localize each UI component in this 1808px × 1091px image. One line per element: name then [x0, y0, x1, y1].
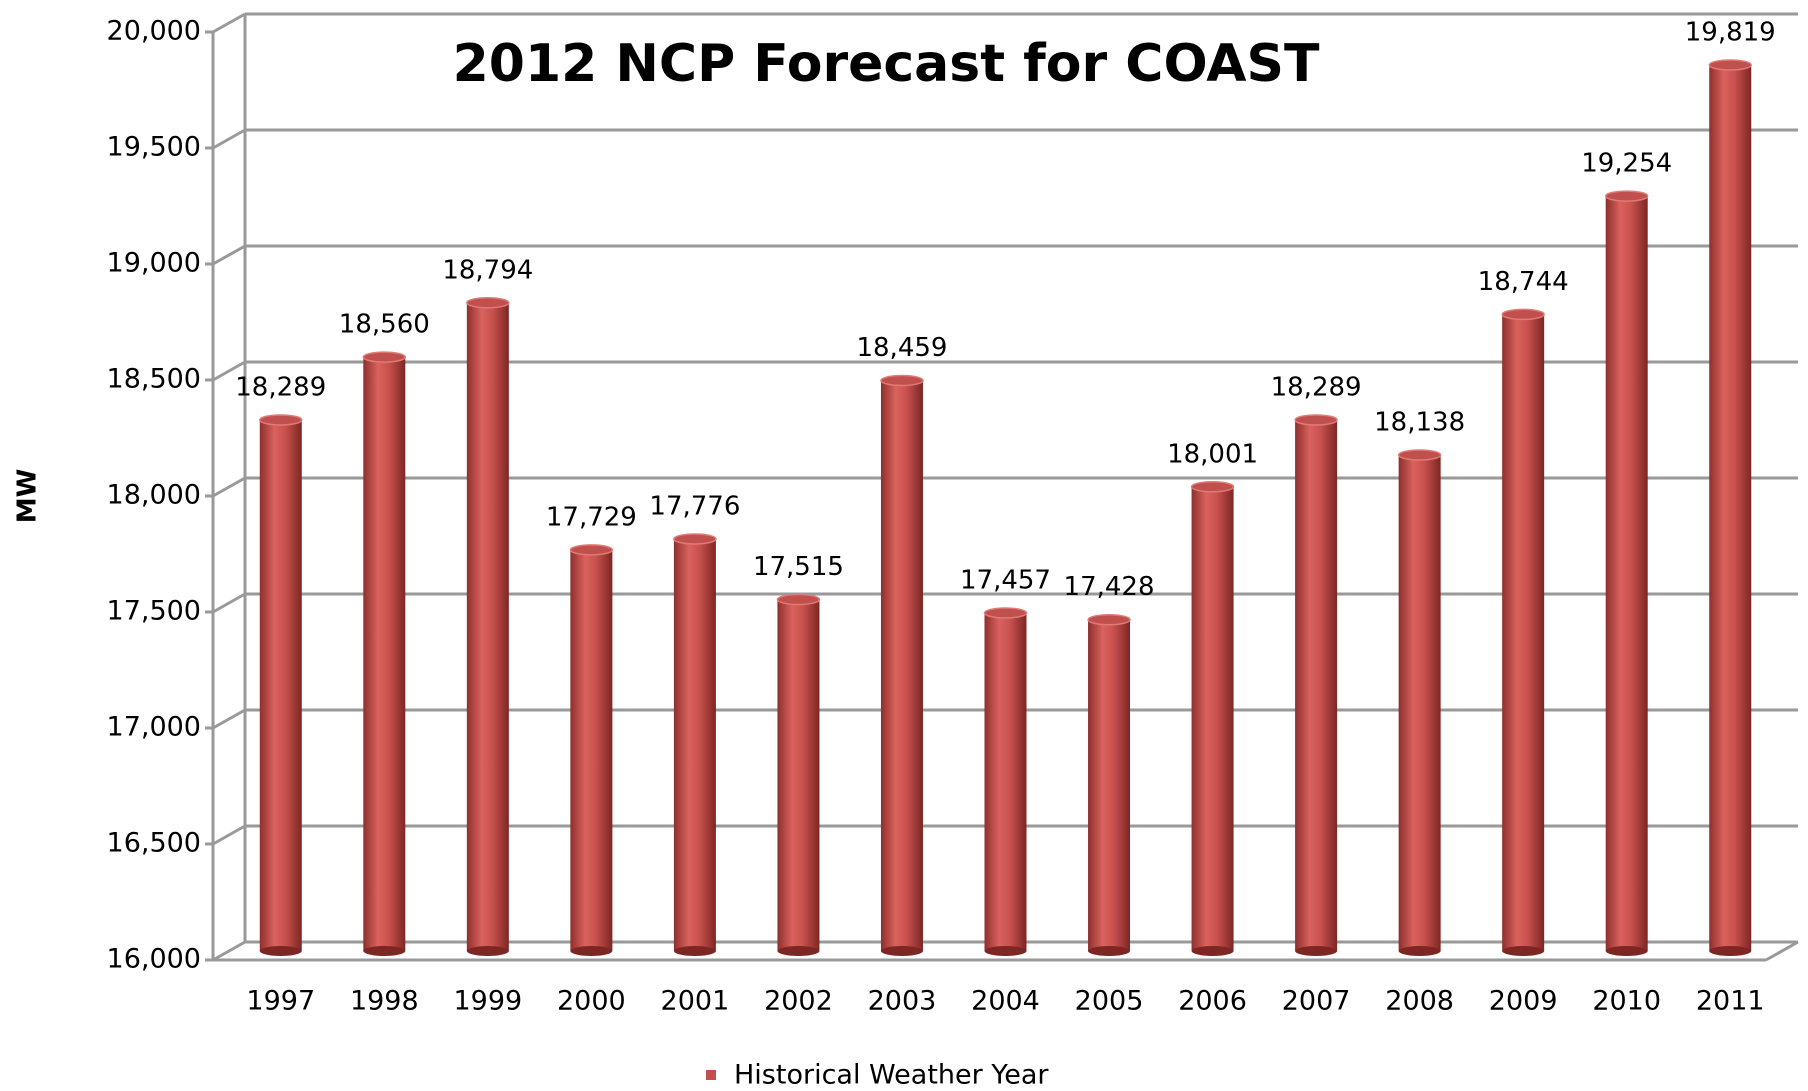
bar — [466, 302, 509, 951]
x-tick-label: 2011 — [1696, 986, 1765, 1017]
bar-top — [1397, 449, 1442, 461]
y-tick-label: 19,000 — [107, 248, 201, 279]
bar — [259, 419, 302, 951]
grid-line-diagonal — [212, 708, 246, 730]
bar-top — [569, 544, 614, 556]
bar — [1191, 486, 1234, 951]
bar-top — [1087, 613, 1131, 626]
value-label: 18,744 — [1478, 267, 1569, 297]
bar-base — [1605, 946, 1648, 956]
bar — [1088, 619, 1131, 951]
bar-base — [777, 946, 820, 956]
x-tick-label: 1999 — [453, 986, 522, 1017]
bar-top — [1294, 414, 1338, 426]
value-label: 17,457 — [960, 565, 1051, 595]
value-label: 19,254 — [1581, 149, 1672, 179]
bar — [1502, 314, 1545, 952]
y-tick-label: 17,500 — [107, 596, 201, 627]
bar — [1398, 454, 1441, 951]
grid-line-diagonal — [212, 360, 246, 382]
y-tick-label: 16,500 — [107, 828, 201, 859]
bar-top — [1501, 308, 1545, 321]
bar — [1709, 64, 1752, 951]
bar — [1605, 196, 1648, 951]
value-label: 18,138 — [1374, 407, 1465, 437]
value-label: 18,289 — [1271, 372, 1362, 402]
bar-top — [362, 351, 407, 363]
bar-top — [259, 414, 303, 426]
x-tick-label: 2003 — [868, 986, 937, 1017]
x-tick-label: 2001 — [661, 986, 730, 1017]
x-tick-label: 2000 — [557, 986, 626, 1017]
grid-line-diagonal — [212, 940, 246, 962]
bar-top — [673, 533, 717, 545]
bar-top — [880, 374, 924, 387]
bar-base — [1398, 946, 1441, 956]
bar-base — [466, 946, 509, 956]
bar-base — [984, 946, 1027, 956]
legend-label: Historical Weather Year — [734, 1060, 1049, 1091]
bar-base — [1191, 946, 1234, 956]
bar — [984, 612, 1027, 951]
value-label: 18,001 — [1167, 439, 1258, 469]
value-label: 17,428 — [1064, 572, 1155, 602]
x-tick-label: 2008 — [1385, 986, 1454, 1017]
x-tick-label: 1998 — [350, 986, 419, 1017]
x-tick-label: 2010 — [1592, 986, 1661, 1017]
y-axis-label: MW — [13, 469, 43, 524]
value-label: 19,819 — [1685, 17, 1776, 47]
floor-right — [1765, 940, 1799, 962]
y-tick-label: 18,500 — [107, 364, 201, 395]
bar-top — [1190, 481, 1235, 493]
value-label: 18,794 — [442, 255, 533, 285]
grid-line-diagonal — [212, 592, 246, 614]
y-tick-label: 19,500 — [107, 132, 201, 163]
bar — [1295, 419, 1338, 951]
bar-base — [1709, 946, 1752, 956]
y-tick-label: 20,000 — [107, 16, 201, 47]
bar-top — [983, 607, 1028, 619]
x-tick-label: 2002 — [764, 986, 833, 1017]
value-label: 18,459 — [856, 333, 947, 363]
bar-top — [1604, 190, 1649, 202]
y-tick-label: 18,000 — [107, 480, 201, 511]
grid-line-diagonal — [212, 128, 246, 150]
bar-top — [1708, 59, 1752, 71]
x-tick-label: 2007 — [1282, 986, 1351, 1017]
bar — [570, 549, 613, 951]
bar-base — [259, 946, 302, 956]
bar-base — [363, 946, 406, 956]
x-tick-label: 2004 — [971, 986, 1040, 1017]
value-label: 17,776 — [649, 491, 740, 521]
y-tick-label: 16,000 — [107, 944, 201, 975]
bar-base — [1295, 946, 1338, 956]
bar-base — [880, 946, 923, 956]
value-label: 17,515 — [753, 552, 844, 582]
y-tick-label: 17,000 — [107, 712, 201, 743]
bar-base — [1088, 946, 1131, 956]
bar-top — [466, 297, 510, 309]
bar-base — [1502, 946, 1545, 956]
bar — [777, 599, 820, 951]
value-label: 17,729 — [546, 502, 637, 532]
chart-title: 2012 NCP Forecast for COAST — [453, 34, 1320, 94]
x-tick-label: 2005 — [1075, 986, 1144, 1017]
grid-line-diagonal — [212, 476, 246, 498]
bar-top — [776, 593, 821, 606]
bar — [673, 538, 716, 951]
legend-swatch — [706, 1070, 716, 1080]
bar-base — [570, 946, 613, 956]
bar — [363, 357, 406, 952]
grid-line-diagonal — [212, 12, 246, 34]
bar-base — [673, 946, 716, 956]
bar — [880, 380, 923, 952]
grid-line-diagonal — [212, 244, 246, 266]
x-tick-label: 2006 — [1178, 986, 1247, 1017]
grid-line-diagonal — [212, 824, 246, 846]
value-label: 18,560 — [339, 310, 430, 340]
value-label: 18,289 — [235, 372, 326, 402]
x-tick-label: 2009 — [1489, 986, 1558, 1017]
x-tick-label: 1997 — [246, 986, 315, 1017]
